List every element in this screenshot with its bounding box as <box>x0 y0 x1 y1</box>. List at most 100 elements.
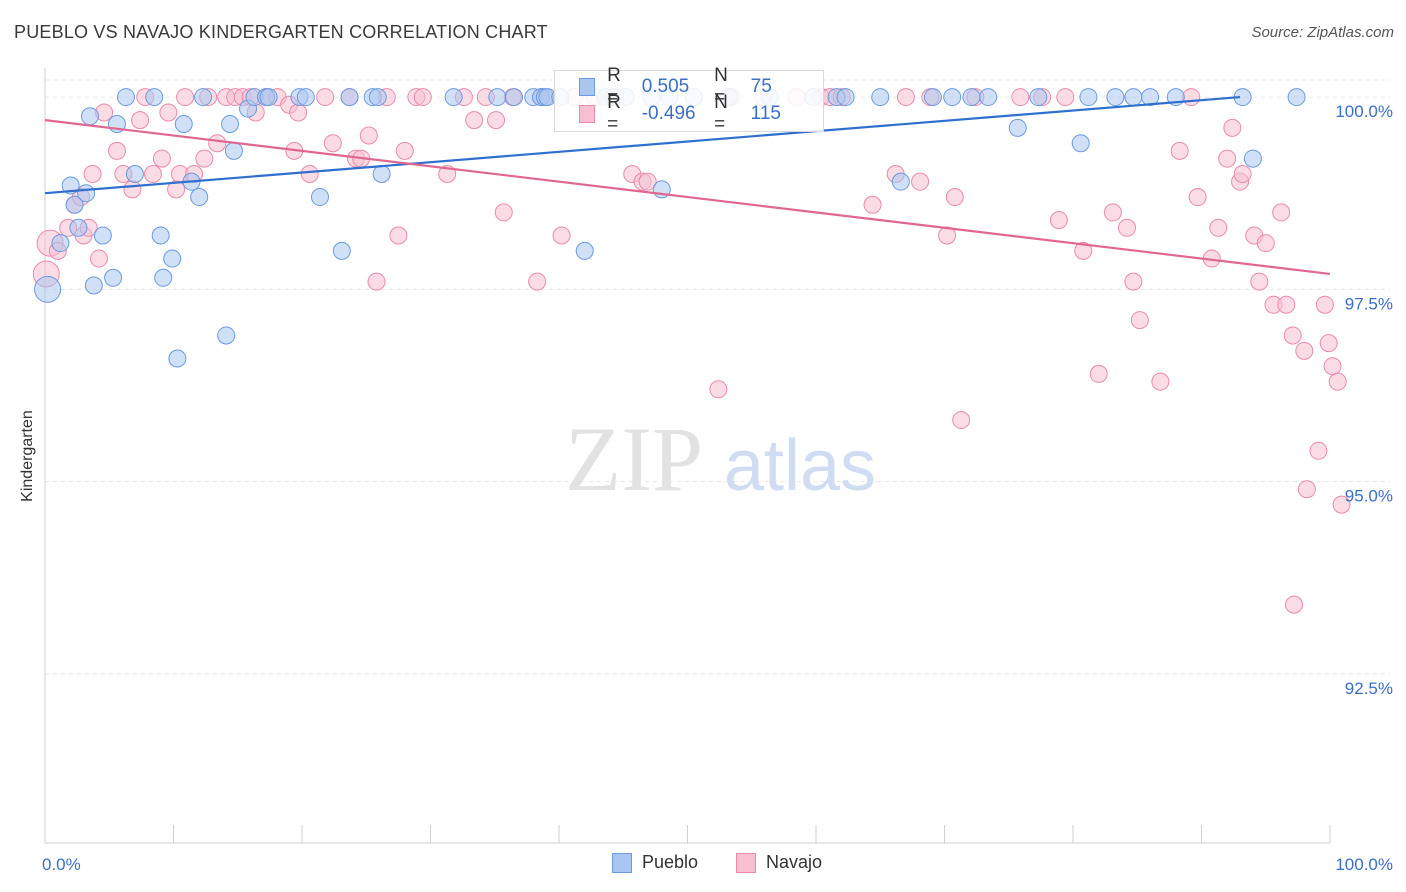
navajo-point <box>1182 88 1201 107</box>
navajo-point <box>289 103 308 122</box>
navajo-point <box>1332 495 1351 514</box>
navajo-point <box>1089 364 1108 383</box>
navajo-point <box>395 141 414 160</box>
pueblo-n-value: 75 <box>750 76 772 97</box>
navajo-point <box>952 411 971 430</box>
navajo-point <box>1315 295 1334 314</box>
navajo-n-value: 115 <box>750 103 781 124</box>
pueblo-point <box>372 164 391 183</box>
pueblo-point <box>259 88 278 107</box>
navajo-point <box>176 88 195 107</box>
grid-lines <box>45 79 1390 675</box>
navajo-trend-line <box>44 119 1331 276</box>
pueblo-point <box>34 275 62 303</box>
navajo-point <box>1218 149 1237 168</box>
pueblo-point <box>221 114 240 133</box>
pueblo-r-value: 0.505 <box>641 76 690 97</box>
navajo-point <box>1309 441 1328 460</box>
pueblo-point <box>505 88 524 107</box>
navajo-point <box>1233 164 1252 183</box>
trend-lines <box>44 95 1331 276</box>
legend-item-pueblo[interactable]: Pueblo <box>612 852 698 873</box>
navajo-point <box>1295 341 1314 360</box>
stats-row-pueblo: R = 0.505 N = 75 <box>579 65 823 108</box>
tick-labels: 92.5% 95.0% 97.5% 100.0% 0.0% 100.0% <box>42 102 1393 874</box>
chart-title: PUEBLO VS NAVAJO KINDERGARTEN CORRELATIO… <box>14 22 548 42</box>
y-tick-label: 100.0% <box>1335 102 1393 121</box>
navajo-point <box>1049 211 1068 230</box>
pueblo-point <box>575 241 594 260</box>
navajo-point <box>1328 372 1347 391</box>
navajo-point <box>1130 311 1149 330</box>
pueblo-point <box>1141 88 1160 107</box>
pueblo-point <box>1029 88 1048 107</box>
navajo-point <box>1223 118 1242 137</box>
pueblo-point <box>224 141 243 160</box>
navajo-point <box>552 226 571 245</box>
navajo-point <box>1170 141 1189 160</box>
pueblo-point <box>962 88 981 107</box>
watermark-atlas: atlas <box>724 426 876 506</box>
x-tick-label: 100.0% <box>1335 855 1393 874</box>
navajo-point <box>1256 234 1275 253</box>
navajo-point <box>123 180 142 199</box>
pueblo-point <box>979 88 998 107</box>
pueblo-point <box>77 184 96 203</box>
navajo-point <box>1074 241 1093 260</box>
pueblo-point <box>190 188 209 207</box>
navajo-point <box>1297 480 1316 499</box>
pueblo-trend-line <box>44 95 1241 195</box>
navajo-point <box>1117 218 1136 237</box>
legend-label-pueblo: Pueblo <box>642 852 699 872</box>
pueblo-point <box>84 276 103 295</box>
navajo-point <box>89 249 108 268</box>
pueblo-point <box>836 88 855 107</box>
pueblo-point <box>125 164 144 183</box>
navajo-point <box>709 380 728 399</box>
navajo-point <box>1277 295 1296 314</box>
pueblo-point <box>145 88 164 107</box>
navajo-point <box>1250 272 1269 291</box>
pueblo-point <box>69 218 88 237</box>
navajo-point <box>1323 357 1342 376</box>
pueblo-point <box>163 249 182 268</box>
navajo-r-label: R = <box>607 92 621 135</box>
pueblo-point <box>93 226 112 245</box>
pueblo-point <box>194 88 213 107</box>
navajo-point <box>195 149 214 168</box>
pueblo-n-label: N = <box>714 65 728 108</box>
legend-item-navajo[interactable]: Navajo <box>736 852 822 873</box>
pueblo-point <box>51 234 70 253</box>
navajo-point <box>1272 203 1291 222</box>
legend-swatch-pueblo <box>612 852 632 873</box>
pueblo-point <box>104 268 123 287</box>
pueblo-point <box>168 349 187 368</box>
navajo-point <box>1124 272 1143 291</box>
pueblo-point <box>116 88 135 107</box>
navajo-point <box>465 111 484 130</box>
navajo-point <box>152 149 171 168</box>
navajo-point <box>1103 203 1122 222</box>
legend-swatch-navajo <box>736 852 756 873</box>
navajo-swatch <box>579 105 596 123</box>
axes <box>44 68 1331 844</box>
navajo-point <box>1188 188 1207 207</box>
correlation-stats-box: R = 0.505 N = 75 R = -0.496 N = 115 <box>554 65 824 135</box>
navajo-point <box>323 134 342 153</box>
navajo-point <box>208 134 227 153</box>
pueblo-point <box>154 268 173 287</box>
pueblo-point <box>1071 134 1090 153</box>
navajo-point <box>367 272 386 291</box>
y-tick-label: 92.5% <box>1345 679 1393 698</box>
stats-row-navajo: R = -0.496 N = 115 <box>579 92 823 135</box>
navajo-point <box>359 126 378 145</box>
pueblo-point <box>444 88 463 107</box>
pueblo-point <box>65 195 84 214</box>
pueblo-point <box>340 88 359 107</box>
navajo-point <box>1151 372 1170 391</box>
navajo-point <box>487 111 506 130</box>
navajo-point <box>300 164 319 183</box>
data-points <box>32 88 1351 614</box>
navajo-point <box>863 195 882 214</box>
